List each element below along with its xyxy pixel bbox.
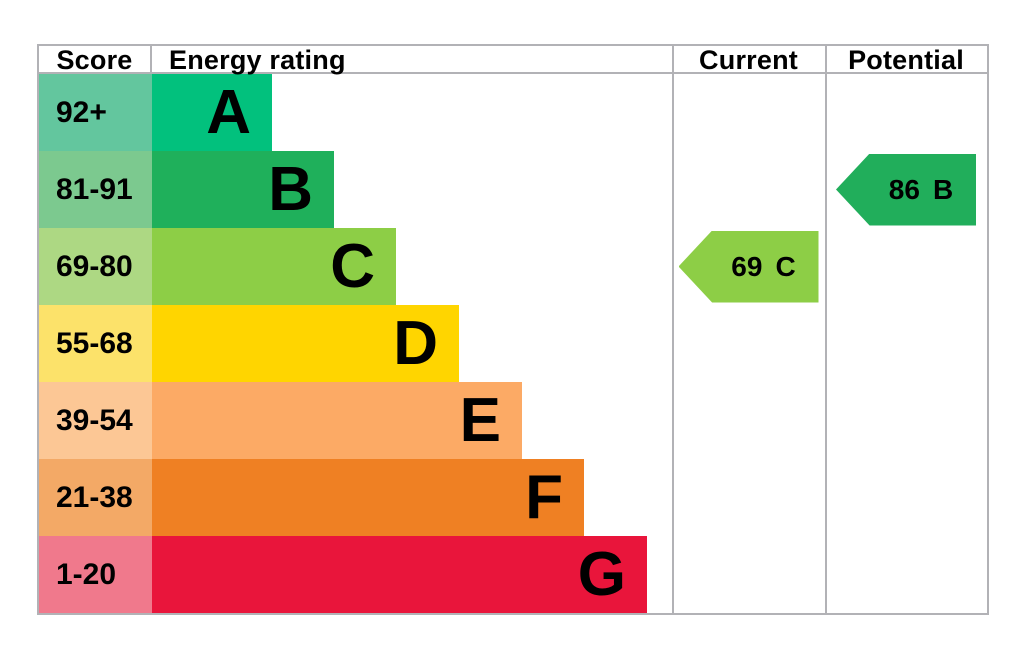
score-range-g-label: 1-20 (56, 557, 117, 591)
score-range-c: 69-80 (39, 228, 152, 305)
header-energy-rating: Energy rating (169, 44, 346, 75)
header-potential: Potential (848, 44, 964, 75)
rating-letter-e: E (459, 385, 501, 455)
score-range-g: 1-20 (39, 536, 152, 613)
rating-letter-g: G (577, 539, 626, 609)
rating-bar-g: G (152, 536, 647, 613)
potential-letter: B (932, 173, 954, 205)
rating-bar-d: D (152, 305, 459, 382)
header-current: Current (699, 44, 798, 75)
rating-bar-b: B (152, 151, 334, 228)
rating-bar-e: E (152, 382, 522, 459)
epc-rating-chart: Score Energy rating Current Potential 92… (37, 44, 989, 615)
score-range-a-label: 92+ (56, 95, 107, 129)
rating-letter-b: B (268, 154, 313, 224)
header-divider-line (39, 46, 987, 74)
score-range-b-label: 81-91 (56, 172, 133, 206)
potential-rating-cell: 86 B (825, 151, 987, 228)
score-range-e-label: 39-54 (56, 403, 133, 437)
score-range-b: 81-91 (39, 151, 152, 228)
rating-letter-c: C (330, 231, 375, 301)
score-range-d-label: 55-68 (56, 326, 133, 360)
rating-letter-a: A (206, 77, 251, 147)
score-range-f-label: 21-38 (56, 480, 133, 514)
header-score: Score (39, 45, 152, 75)
current-score: 69 (731, 250, 763, 282)
rating-bar-f: F (152, 459, 584, 536)
potential-rating-arrow: 86 B (836, 153, 976, 226)
score-range-e: 39-54 (39, 382, 152, 459)
rating-bar-a: A (152, 74, 272, 151)
score-range-c-label: 69-80 (56, 249, 133, 283)
rating-letter-f: F (525, 462, 563, 532)
current-rating-arrow: 69 C (678, 230, 819, 303)
score-range-d: 55-68 (39, 305, 152, 382)
potential-column-divider (825, 46, 987, 613)
current-column-divider (672, 46, 825, 613)
current-rating-cell: 69 C (672, 228, 825, 305)
rating-bar-c: C (152, 228, 396, 305)
potential-score: 86 (888, 173, 920, 205)
rating-letter-d: D (393, 308, 438, 378)
current-letter: C (775, 250, 796, 282)
score-range-f: 21-38 (39, 459, 152, 536)
score-range-a: 92+ (39, 74, 152, 151)
